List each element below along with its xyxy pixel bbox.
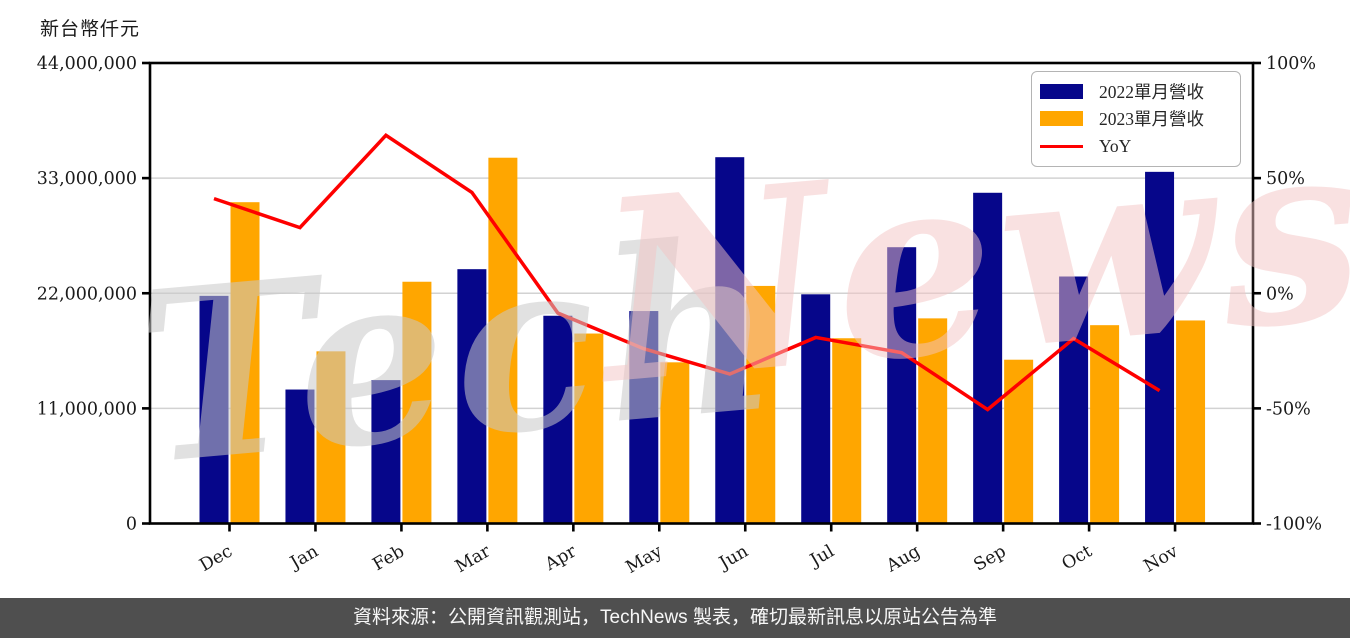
bar-2023單月營收-Aug [918,318,948,524]
bar-2023單月營收-Apr [574,333,604,524]
legend-swatch-2022 [1040,84,1083,100]
bar-2023單月營收-Jul [832,338,862,524]
bar-2022單月營收-Jun [715,157,745,524]
legend: 2022單月營收 2023單月營收 YoY [1031,71,1241,167]
bar-2022單月營收-Sep [973,192,1003,524]
bar-2022單月營收-Aug [887,247,917,524]
left-tick-label: 0 [126,515,137,535]
month-label-Mar: Mar [452,541,494,577]
footer-source-bar: 資料來源：公開資訊觀測站，TechNews 製表，確切最新訊息以原站公告為準 [0,598,1350,638]
left-tick-label: 44,000,000 [37,54,137,74]
bar-2023單月營收-May [660,362,690,524]
month-label-Feb: Feb [370,542,408,576]
legend-label-2023: 2023單月營收 [1099,109,1204,130]
bar-2022單月營收-Jul [801,294,831,524]
month-label-Aug: Aug [882,542,923,577]
bar-2022單月營收-Oct [1059,276,1089,524]
right-tick-label: 0% [1266,284,1294,304]
legend-label-yoy: YoY [1099,135,1132,156]
left-tick-label: 22,000,000 [37,284,137,304]
month-label-May: May [623,541,666,577]
bar-2023單月營收-Feb [402,281,432,524]
bar-2023單月營收-Oct [1090,325,1120,524]
bar-2023單月營收-Jan [316,351,346,524]
month-label-Nov: Nov [1141,541,1182,576]
legend-label-2022: 2022單月營收 [1099,82,1204,103]
bar-2023單月營收-Jun [746,285,776,524]
bar-2022單月營收-Dec [199,295,229,524]
left-tick-label: 33,000,000 [37,169,137,189]
month-label-Apr: Apr [541,541,580,575]
bar-2022單月營收-Jan [285,389,315,524]
month-label-Jan: Jan [285,542,322,575]
right-tick-label: 50% [1266,169,1305,189]
bar-2022單月營收-Mar [457,269,487,524]
bar-2022單月營收-Nov [1145,171,1175,524]
legend-swatch-2023 [1040,111,1083,127]
bar-2022單月營收-Apr [543,315,573,524]
legend-item-2022: 2022單月營收 [1040,78,1232,105]
bar-2023單月營收-Mar [488,157,518,524]
month-label-Jun: Jun [714,542,751,575]
right-tick-label: -100% [1266,515,1322,535]
bar-2023單月營收-Dec [230,202,260,524]
legend-item-2023: 2023單月營收 [1040,105,1232,132]
right-tick-label: -50% [1266,399,1311,419]
right-tick-label: 100% [1266,54,1316,74]
month-label-Dec: Dec [196,542,236,576]
month-label-Oct: Oct [1059,542,1096,575]
left-axis-unit-label: 新台幣仟元 [40,19,141,40]
bar-2023單月營收-Sep [1004,359,1034,524]
legend-item-yoy: YoY [1040,133,1232,160]
bar-2022單月營收-Feb [371,380,401,524]
month-label-Jul: Jul [805,541,838,571]
left-tick-label: 11,000,000 [37,399,137,419]
yoy-line [213,133,1161,412]
month-label-Sep: Sep [971,542,1010,576]
bar-2023單月營收-Nov [1176,320,1206,524]
legend-line-yoy [1040,144,1083,149]
